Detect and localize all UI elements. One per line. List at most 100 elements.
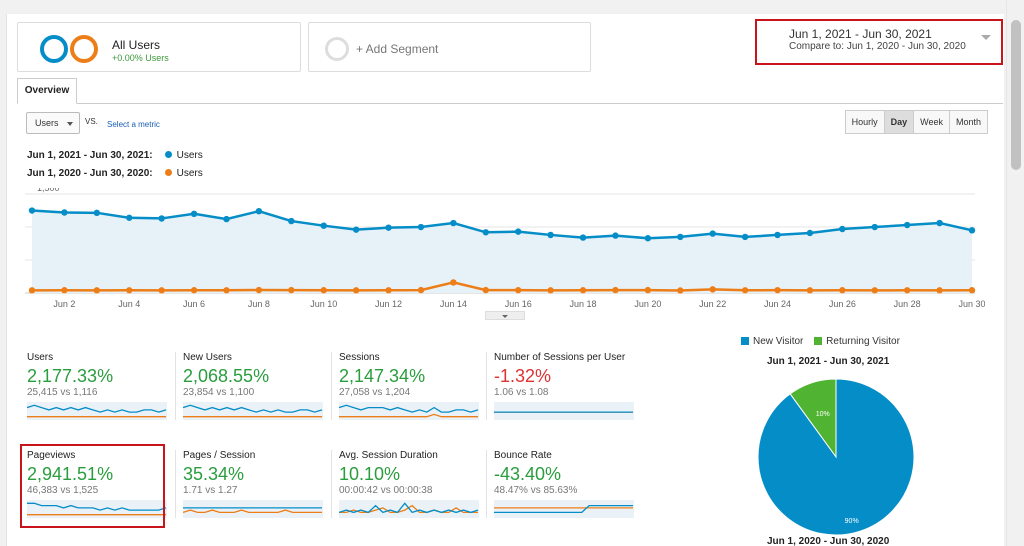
data-point[interactable] xyxy=(385,287,392,294)
data-point[interactable] xyxy=(61,287,68,294)
data-point[interactable] xyxy=(320,222,327,229)
metric-card-bounce-rate[interactable]: Bounce Rate -43.40% 48.47% vs 85.63% xyxy=(494,450,640,520)
data-point[interactable] xyxy=(968,227,976,234)
data-point[interactable] xyxy=(839,225,846,233)
page-scrollbar[interactable] xyxy=(1006,0,1024,546)
metric-card-sessions[interactable]: Sessions 2,147.34% 27,058 vs 1,204 xyxy=(339,352,485,422)
pie-slice-label: 10% xyxy=(816,411,830,418)
data-point[interactable] xyxy=(515,228,522,235)
pie-legend: New Visitor Returning Visitor xyxy=(741,336,900,347)
visitor-pie-chart[interactable]: 10% 90% xyxy=(755,376,917,538)
data-point[interactable] xyxy=(774,286,781,294)
data-point[interactable] xyxy=(903,221,911,229)
data-point[interactable] xyxy=(223,287,230,294)
data-point[interactable] xyxy=(806,287,814,294)
segment-all-users[interactable]: All Users +0.00% Users xyxy=(17,22,301,72)
data-point[interactable] xyxy=(612,232,619,239)
period-button-hourly[interactable]: Hourly xyxy=(844,110,885,134)
metric-title: Users xyxy=(27,352,54,363)
data-point[interactable] xyxy=(61,209,68,216)
metric-title: Number of Sessions per User xyxy=(494,352,626,363)
data-point[interactable] xyxy=(677,233,684,241)
data-point[interactable] xyxy=(28,287,36,294)
data-point[interactable] xyxy=(417,286,425,294)
chart-expand-handle[interactable] xyxy=(485,311,525,320)
data-point[interactable] xyxy=(709,230,716,237)
data-point[interactable] xyxy=(352,226,360,233)
period-button-month[interactable]: Month xyxy=(948,110,988,134)
data-point[interactable] xyxy=(871,223,878,231)
metric-card-new-users[interactable]: New Users 2,068.55% 23,854 vs 1,100 xyxy=(183,352,329,422)
period-button-day[interactable]: Day xyxy=(883,110,915,134)
card-divider xyxy=(175,450,176,518)
legend-square-icon xyxy=(814,337,823,345)
data-point[interactable] xyxy=(741,233,749,241)
data-point[interactable] xyxy=(255,286,263,294)
metric-card-pages-session[interactable]: Pages / Session 35.34% 1.71 vs 1.27 xyxy=(183,450,329,520)
data-point[interactable] xyxy=(223,215,230,223)
data-point[interactable] xyxy=(417,223,425,231)
legend-series: Users xyxy=(176,168,203,179)
data-point[interactable] xyxy=(547,287,554,294)
data-point[interactable] xyxy=(320,287,327,294)
data-point[interactable] xyxy=(255,207,263,215)
data-point[interactable] xyxy=(93,287,101,294)
vs-label: VS. xyxy=(85,117,98,126)
tab-overview[interactable]: Overview xyxy=(17,78,77,104)
data-point[interactable] xyxy=(936,287,943,294)
data-point[interactable] xyxy=(126,214,133,221)
data-point[interactable] xyxy=(450,219,457,227)
data-point[interactable] xyxy=(903,287,911,294)
metric-card-avg-session-duration[interactable]: Avg. Session Duration 10.10% 00:00:42 vs 0… xyxy=(339,450,485,520)
data-point[interactable] xyxy=(709,286,716,293)
tabs-divider xyxy=(17,103,1003,104)
pie-slice-new-visitor[interactable] xyxy=(757,378,915,536)
x-tick-label: Jun 6 xyxy=(183,299,205,309)
data-point[interactable] xyxy=(741,287,749,294)
metric-change: 2,941.51% xyxy=(27,464,114,484)
data-point[interactable] xyxy=(612,286,619,294)
data-point[interactable] xyxy=(968,287,976,294)
select-metric-link[interactable]: Select a metric xyxy=(107,120,160,129)
data-point[interactable] xyxy=(515,286,522,294)
date-range-picker[interactable]: Jun 1, 2021 - Jun 30, 2021 Compare to: J… xyxy=(755,19,1003,65)
data-point[interactable] xyxy=(385,224,392,231)
data-point[interactable] xyxy=(579,287,587,294)
data-point[interactable] xyxy=(28,207,36,214)
data-point[interactable] xyxy=(126,287,133,294)
data-point[interactable] xyxy=(806,229,814,237)
data-point[interactable] xyxy=(871,287,878,294)
data-point[interactable] xyxy=(482,229,489,236)
data-point[interactable] xyxy=(288,286,295,294)
data-point[interactable] xyxy=(190,210,198,218)
sparkline-2021 xyxy=(27,502,167,511)
data-point[interactable] xyxy=(839,287,846,294)
metric-card-number-of-sessions-per-user[interactable]: Number of Sessions per User -1.32% 1.06 vs… xyxy=(494,352,640,422)
data-point[interactable] xyxy=(158,215,165,222)
data-point[interactable] xyxy=(579,234,587,241)
metric-card-pageviews[interactable]: Pageviews 2,941.51% 46,383 vs 1,525 xyxy=(27,450,173,520)
data-point[interactable] xyxy=(547,231,554,239)
data-point[interactable] xyxy=(190,287,198,294)
metric-select-value: Users xyxy=(35,118,59,128)
scrollbar-thumb[interactable] xyxy=(1011,20,1021,170)
metric-card-users[interactable]: Users 2,177.33% 25,415 vs 1,116 xyxy=(27,352,173,422)
segment-subtitle: +0.00% Users xyxy=(112,53,169,63)
data-point[interactable] xyxy=(450,279,457,286)
period-button-week[interactable]: Week xyxy=(913,110,950,134)
data-point[interactable] xyxy=(352,287,360,294)
legend-period: Jun 1, 2020 - Jun 30, 2020: xyxy=(27,168,153,179)
data-point[interactable] xyxy=(158,287,165,294)
data-point[interactable] xyxy=(288,217,295,225)
data-point[interactable] xyxy=(677,287,684,294)
data-point[interactable] xyxy=(936,219,943,227)
add-segment-button[interactable]: + Add Segment xyxy=(308,22,591,72)
data-point[interactable] xyxy=(644,235,652,242)
data-point[interactable] xyxy=(482,286,489,294)
data-point[interactable] xyxy=(93,209,101,217)
data-point[interactable] xyxy=(774,231,781,239)
data-point[interactable] xyxy=(644,286,652,294)
metric-select[interactable]: Users xyxy=(26,112,80,134)
chevron-down-icon xyxy=(67,122,73,126)
